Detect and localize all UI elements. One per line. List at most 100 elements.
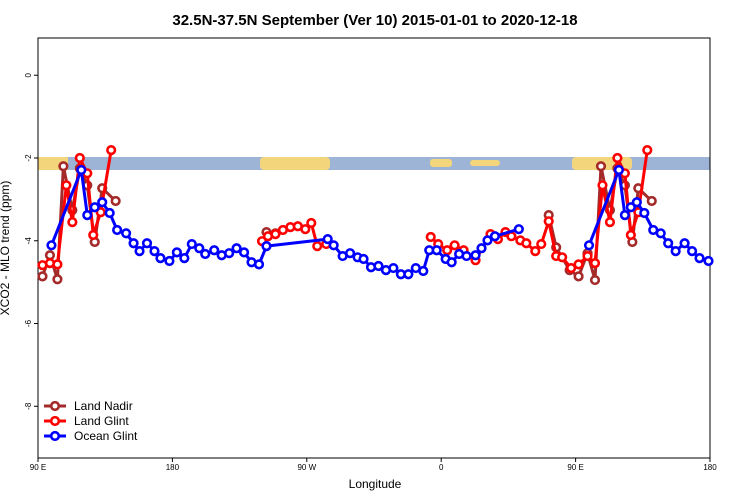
legend-marker bbox=[49, 430, 61, 442]
data-point bbox=[513, 224, 524, 235]
data-point bbox=[76, 164, 87, 176]
data-point bbox=[61, 180, 72, 191]
data-point bbox=[431, 245, 442, 256]
data-point bbox=[82, 210, 93, 221]
x-tick-label: 90 E bbox=[30, 463, 46, 472]
data-point bbox=[597, 180, 608, 191]
data-point bbox=[679, 238, 690, 249]
data-point bbox=[625, 229, 636, 241]
data-point bbox=[639, 207, 650, 219]
data-point bbox=[521, 238, 532, 249]
data-point bbox=[373, 260, 384, 272]
data-point bbox=[171, 247, 182, 258]
data-point bbox=[253, 259, 265, 270]
data-point bbox=[134, 246, 145, 257]
data-point bbox=[703, 255, 714, 267]
data-point bbox=[106, 145, 117, 156]
legend-marker bbox=[49, 400, 61, 412]
data-point bbox=[530, 246, 541, 257]
data-point bbox=[128, 238, 139, 249]
data-point bbox=[74, 152, 85, 164]
x-tick-label: 90 W bbox=[297, 463, 316, 472]
y-axis-label: XCO2 - MLO trend (ppm) bbox=[0, 181, 12, 316]
data-point bbox=[655, 228, 666, 239]
x-tick-label: 180 bbox=[703, 463, 717, 472]
map-strip bbox=[38, 157, 710, 170]
data-point bbox=[425, 231, 436, 243]
data-point bbox=[582, 250, 593, 262]
data-point bbox=[442, 245, 453, 256]
data-point bbox=[300, 224, 311, 235]
x-tick-label: 0 bbox=[439, 463, 444, 472]
data-point bbox=[631, 197, 642, 208]
data-point bbox=[446, 257, 457, 268]
data-point bbox=[612, 152, 623, 164]
data-point bbox=[589, 274, 601, 286]
x-tick-label: 90 E bbox=[567, 463, 583, 472]
data-point bbox=[58, 161, 69, 172]
data-point bbox=[670, 246, 681, 257]
data-point bbox=[642, 145, 653, 156]
data-point bbox=[345, 248, 356, 259]
data-point bbox=[328, 240, 339, 251]
data-point bbox=[238, 247, 250, 258]
data-point bbox=[209, 245, 220, 256]
series-line bbox=[41, 164, 653, 282]
y-tick-label: -8 bbox=[24, 402, 33, 410]
data-point bbox=[573, 259, 584, 270]
data-point bbox=[418, 265, 429, 277]
data-point bbox=[112, 224, 123, 236]
data-point bbox=[449, 240, 460, 251]
data-point bbox=[566, 262, 577, 274]
data-point bbox=[388, 262, 399, 274]
y-tick-label: -2 bbox=[24, 154, 33, 162]
y-tick-label: -6 bbox=[24, 319, 33, 327]
data-point bbox=[179, 253, 190, 264]
data-point bbox=[231, 243, 242, 254]
data-point bbox=[97, 197, 108, 208]
data-point bbox=[186, 238, 197, 250]
data-point bbox=[88, 229, 99, 241]
data-point bbox=[37, 271, 48, 282]
data-point bbox=[200, 248, 211, 260]
data-point bbox=[121, 228, 132, 239]
plot-frame bbox=[37, 37, 711, 459]
data-point bbox=[224, 248, 235, 259]
data-point bbox=[589, 258, 601, 269]
legend-label: Land Nadir bbox=[74, 399, 133, 413]
x-tick-label: 180 bbox=[166, 463, 180, 472]
data-point bbox=[52, 259, 63, 270]
data-point bbox=[470, 250, 481, 261]
data-point bbox=[46, 240, 57, 251]
data-point bbox=[686, 246, 698, 257]
legend-label: Land Glint bbox=[74, 414, 129, 428]
data-point bbox=[619, 210, 630, 221]
x-axis-label: Longitude bbox=[349, 477, 402, 491]
data-point bbox=[44, 250, 56, 261]
data-point bbox=[164, 255, 175, 267]
chart-title: 32.5N-37.5N September (Ver 10) 2015-01-0… bbox=[172, 12, 577, 29]
data-point bbox=[110, 195, 121, 207]
data-point bbox=[104, 207, 115, 219]
data-point bbox=[403, 269, 414, 280]
y-tick-label: -4 bbox=[24, 237, 33, 245]
data-point bbox=[149, 246, 160, 257]
data-point bbox=[141, 238, 153, 249]
data-point bbox=[489, 231, 501, 242]
data-point bbox=[694, 253, 705, 264]
data-point bbox=[261, 241, 272, 252]
data-point bbox=[482, 235, 493, 246]
data-point bbox=[155, 253, 166, 264]
data-point bbox=[67, 217, 78, 228]
data-point bbox=[270, 229, 281, 240]
data-point bbox=[557, 252, 568, 263]
data-point bbox=[306, 217, 317, 229]
data-point bbox=[613, 164, 625, 176]
data-point bbox=[646, 195, 657, 207]
data-point bbox=[595, 161, 607, 172]
data-point bbox=[89, 202, 100, 213]
data-point bbox=[543, 216, 554, 227]
data-point bbox=[461, 250, 472, 262]
data-point bbox=[604, 217, 616, 228]
